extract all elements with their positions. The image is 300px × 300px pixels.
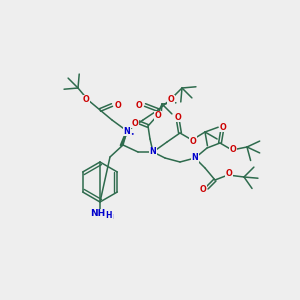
Text: H: H — [106, 211, 112, 220]
Text: O: O — [168, 95, 174, 104]
Text: O: O — [175, 112, 182, 122]
Text: O: O — [190, 136, 196, 146]
Text: O: O — [82, 95, 89, 104]
Text: N: N — [192, 154, 198, 163]
Text: O: O — [200, 185, 206, 194]
Text: NH: NH — [92, 212, 108, 220]
Text: O: O — [230, 146, 236, 154]
Text: H: H — [107, 214, 113, 220]
Text: N: N — [124, 127, 130, 136]
Text: N: N — [150, 148, 156, 157]
Text: O: O — [132, 118, 138, 127]
Text: O: O — [226, 169, 232, 178]
Text: O: O — [115, 100, 122, 109]
Text: •: • — [130, 131, 134, 136]
Text: O: O — [220, 122, 226, 131]
Text: O: O — [136, 100, 142, 109]
Text: NH: NH — [90, 209, 106, 218]
Text: O: O — [154, 112, 161, 121]
